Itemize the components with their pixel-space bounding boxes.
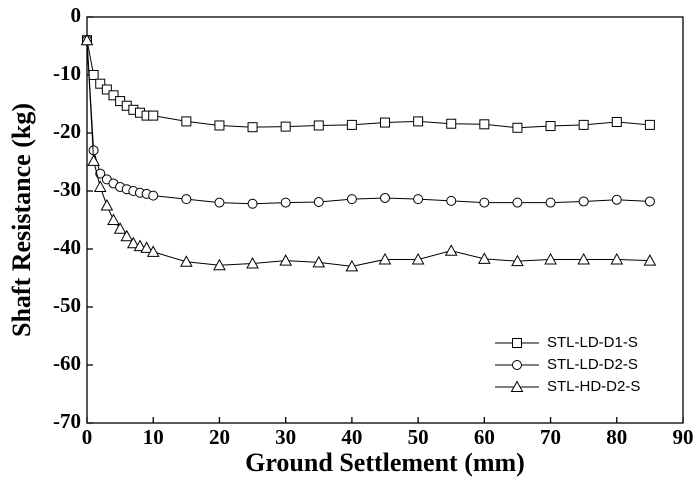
marker [280, 197, 291, 208]
marker [413, 194, 424, 205]
y-tick-label: -60 [53, 351, 81, 375]
marker [247, 122, 258, 133]
x-tick-label: 40 [341, 425, 362, 449]
marker [611, 116, 622, 127]
marker [545, 197, 556, 208]
series-line [86, 40, 650, 129]
marker [127, 236, 140, 249]
marker [512, 197, 523, 208]
x-tick-label: 70 [540, 425, 561, 449]
marker [148, 110, 159, 121]
y-tick-label: 0 [71, 3, 82, 27]
y-tick-label: -10 [53, 61, 81, 85]
marker [246, 256, 259, 269]
x-tick-label: 0 [82, 425, 93, 449]
marker [87, 154, 100, 166]
marker [80, 33, 94, 46]
y-tick-label: -40 [53, 235, 81, 259]
marker [93, 180, 107, 192]
marker [181, 194, 192, 205]
marker [380, 117, 390, 128]
marker [378, 252, 392, 265]
marker [179, 255, 193, 267]
marker [214, 120, 225, 131]
legend-marker [512, 338, 522, 348]
y-tick-label: -50 [53, 293, 81, 317]
marker [133, 239, 147, 252]
legend-marker [510, 380, 524, 392]
marker [479, 197, 490, 208]
marker [511, 254, 524, 267]
marker [578, 196, 589, 207]
marker [610, 252, 624, 265]
marker [611, 194, 622, 205]
marker [146, 245, 160, 257]
marker [279, 254, 293, 266]
legend-label: STL-LD-D2-S [547, 356, 638, 373]
series-line [86, 40, 650, 267]
marker [346, 119, 357, 130]
marker [446, 118, 457, 129]
marker [120, 229, 134, 242]
plot-frame [86, 16, 684, 424]
marker [312, 255, 326, 268]
marker [107, 213, 120, 225]
marker [95, 168, 106, 179]
legend-label: STL-LD-D1-S [547, 334, 638, 351]
x-tick-label: 20 [209, 425, 230, 449]
marker [148, 190, 159, 201]
x-tick-label: 30 [275, 425, 296, 449]
y-axis-title: Shaft Resistance (kg) [7, 103, 36, 337]
marker [181, 116, 192, 127]
marker [100, 198, 114, 211]
marker [380, 192, 390, 203]
marker [577, 252, 591, 265]
marker [644, 196, 655, 207]
marker [313, 120, 324, 131]
marker [88, 70, 99, 80]
y-tick-label: -30 [53, 177, 81, 201]
x-tick-label: 80 [606, 425, 627, 449]
marker [214, 197, 225, 208]
marker [101, 84, 112, 95]
marker [413, 116, 424, 127]
x-tick-label: 50 [408, 425, 429, 449]
marker [446, 195, 457, 206]
x-axis-title: Ground Settlement (mm) [245, 448, 525, 477]
marker [411, 252, 425, 265]
marker [213, 258, 226, 271]
marker [108, 90, 119, 101]
series-line [86, 40, 650, 205]
x-tick-label: 60 [474, 425, 495, 449]
marker [644, 119, 655, 130]
legend-label: STL-HD-D2-S [547, 378, 640, 395]
marker [345, 259, 359, 272]
marker [95, 78, 106, 89]
marker [578, 119, 589, 130]
marker [113, 222, 127, 234]
marker [140, 241, 153, 253]
y-tick-label: -70 [53, 409, 81, 433]
marker [280, 121, 291, 132]
marker [544, 252, 557, 265]
marker [313, 197, 324, 208]
marker [512, 122, 523, 133]
marker [477, 252, 491, 264]
legend-marker [512, 360, 522, 370]
marker [479, 119, 490, 130]
marker [643, 254, 657, 266]
x-tick-label: 90 [673, 425, 694, 449]
marker [444, 244, 458, 256]
y-tick-label: -20 [53, 119, 81, 143]
marker [545, 121, 556, 132]
marker [346, 194, 357, 205]
marker [247, 198, 258, 209]
x-tick-label: 10 [143, 425, 164, 449]
